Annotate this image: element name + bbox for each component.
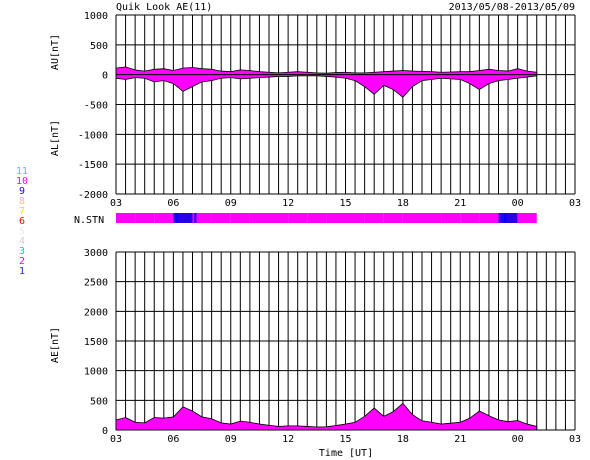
stn-bar	[499, 213, 518, 223]
ae-ytick-label: 1500	[84, 337, 108, 348]
ae-xtick-label: 03	[110, 434, 122, 445]
ae-xtick-label: 15	[339, 434, 351, 445]
legend-entry: 1	[19, 266, 25, 277]
stn-bar	[346, 213, 365, 223]
nstn-label: N.STN	[74, 215, 104, 226]
au-al-xtick-label: 06	[167, 198, 179, 209]
stn-bar	[441, 213, 460, 223]
ae-xtick-label: 12	[282, 434, 294, 445]
stn-bar	[269, 213, 288, 223]
stn-bar	[460, 213, 479, 223]
date-range: 2013/05/08-2013/05/09	[449, 2, 575, 13]
au-al-ytick-label: 0	[102, 71, 108, 82]
ae-panel: 3000250020001500100050000306091215182100…	[84, 248, 581, 445]
stn-bar	[288, 213, 307, 223]
ae-xtick-label: 06	[167, 434, 179, 445]
ae-xtick-label: 03	[569, 434, 581, 445]
au-al-ytick-label: -1000	[78, 130, 108, 141]
ae-xtick-label: 00	[512, 434, 524, 445]
ae-ytick-label: 500	[90, 396, 108, 407]
stn-bar	[422, 213, 441, 223]
au-al-xtick-label: 21	[454, 198, 466, 209]
stn-bar	[154, 213, 173, 223]
stn-drop-marker	[194, 213, 196, 223]
x-axis-label: Time [UT]	[319, 448, 373, 459]
stn-bar	[384, 213, 403, 223]
au-al-ytick-label: -1500	[78, 160, 108, 171]
ae-ytick-label: 1000	[84, 367, 108, 378]
stn-bar	[365, 213, 384, 223]
au-al-xtick-label: 15	[339, 198, 351, 209]
au-al-ytick-label: 1000	[84, 11, 108, 22]
stn-bar	[403, 213, 422, 223]
stn-bar	[307, 213, 326, 223]
stn-drop-marker	[504, 213, 506, 223]
stn-bar	[479, 213, 498, 223]
au-al-xtick-label: 03	[110, 198, 122, 209]
au-al-xtick-label: 12	[282, 198, 294, 209]
station-count-panel	[116, 213, 537, 223]
ae-xtick-label: 21	[454, 434, 466, 445]
au-al-xtick-label: 03	[569, 198, 581, 209]
au-al-xtick-label: 09	[225, 198, 237, 209]
au-al-ytick-label: 500	[90, 41, 108, 52]
au-al-ytick-label: -500	[84, 101, 108, 112]
ae-xtick-label: 18	[397, 434, 409, 445]
stn-bar	[212, 213, 231, 223]
al-axis-label: AL[nT]	[50, 120, 61, 156]
ae-xtick-label: 09	[225, 434, 237, 445]
stn-bar	[326, 213, 345, 223]
au-al-ytick-label: -2000	[78, 190, 108, 201]
stn-bar	[116, 213, 135, 223]
stn-bar	[231, 213, 250, 223]
chart-title: Quik Look AE(11)	[116, 2, 212, 13]
stn-bar	[250, 213, 269, 223]
ae-axis-label: AE[nT]	[50, 327, 61, 363]
ae-ytick-label: 2500	[84, 278, 108, 289]
stn-bar	[135, 213, 154, 223]
au-axis-label: AU[nT]	[50, 34, 61, 70]
ae-ytick-label: 2000	[84, 307, 108, 318]
au-al-xtick-label: 00	[512, 198, 524, 209]
au-al-xtick-label: 18	[397, 198, 409, 209]
stn-bar	[518, 213, 537, 223]
ae-ytick-label: 3000	[84, 248, 108, 259]
stn-drop-marker	[175, 213, 177, 223]
ae-ytick-label: 0	[102, 426, 108, 437]
station-legend: 1110987654321	[16, 166, 28, 277]
au-al-panel: 10005000-500-1000-1500-20000306091215182…	[78, 11, 581, 209]
